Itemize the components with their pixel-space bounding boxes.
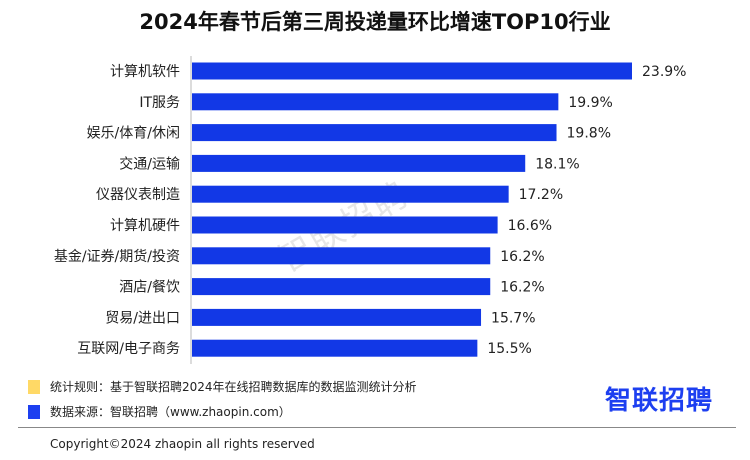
value-label: 15.7% bbox=[491, 310, 535, 326]
legend-rule-text: 统计规则：基于智联招聘2024年在线招聘数据库的数据监测统计分析 bbox=[50, 380, 417, 394]
category-label: 计算机硬件 bbox=[110, 218, 180, 234]
copyright: Copyright©2024 zhaopin all rights reserv… bbox=[50, 437, 315, 451]
chart-title: 2024年春节后第三周投递量环比增速TOP10行业 bbox=[139, 10, 611, 34]
bar bbox=[192, 154, 526, 172]
bar bbox=[192, 93, 559, 111]
value-label: 23.9% bbox=[642, 64, 686, 80]
legend-rule-swatch bbox=[28, 379, 40, 394]
category-label: 计算机软件 bbox=[110, 64, 180, 80]
bar bbox=[192, 124, 557, 142]
category-label: 娱乐/体育/休闲 bbox=[87, 126, 180, 142]
bar-chart: 计算机软件 23.9% IT服务 19.9% 娱乐/体育/休闲 19.8% 交通/运输 18.… bbox=[54, 56, 686, 364]
value-label: 16.2% bbox=[500, 249, 544, 265]
value-label: 16.2% bbox=[500, 280, 544, 296]
value-label: 19.8% bbox=[567, 126, 611, 142]
bar bbox=[192, 308, 482, 326]
bar bbox=[192, 278, 491, 296]
legend-rule: 统计规则：基于智联招聘2024年在线招聘数据库的数据监测统计分析 bbox=[28, 378, 417, 395]
bar bbox=[192, 339, 478, 357]
legend-source: 数据来源：智联招聘（www.zhaopin.com） bbox=[28, 403, 291, 420]
bar bbox=[192, 247, 491, 265]
legend-source-swatch bbox=[28, 404, 40, 419]
footer-divider bbox=[18, 427, 736, 428]
value-label: 18.1% bbox=[535, 156, 579, 172]
zhaopin-logo: 智联招聘 bbox=[605, 386, 714, 416]
bar bbox=[192, 216, 498, 234]
category-label: 仪器仪表制造 bbox=[96, 187, 180, 203]
category-label: 基金/证券/期货/投资 bbox=[54, 248, 180, 265]
bar bbox=[192, 62, 632, 80]
value-label: 16.6% bbox=[508, 218, 552, 234]
category-label: IT服务 bbox=[139, 95, 180, 111]
category-label: 贸易/进出口 bbox=[105, 310, 180, 326]
value-label: 17.2% bbox=[519, 187, 563, 203]
value-label: 15.5% bbox=[487, 341, 531, 357]
category-label: 交通/运输 bbox=[119, 155, 180, 172]
category-label: 互联网/电子商务 bbox=[77, 341, 180, 357]
bar bbox=[192, 185, 509, 203]
value-label: 19.9% bbox=[568, 95, 612, 111]
legend-source-text: 数据来源：智联招聘（www.zhaopin.com） bbox=[50, 405, 291, 419]
category-label: 酒店/餐饮 bbox=[119, 280, 180, 296]
